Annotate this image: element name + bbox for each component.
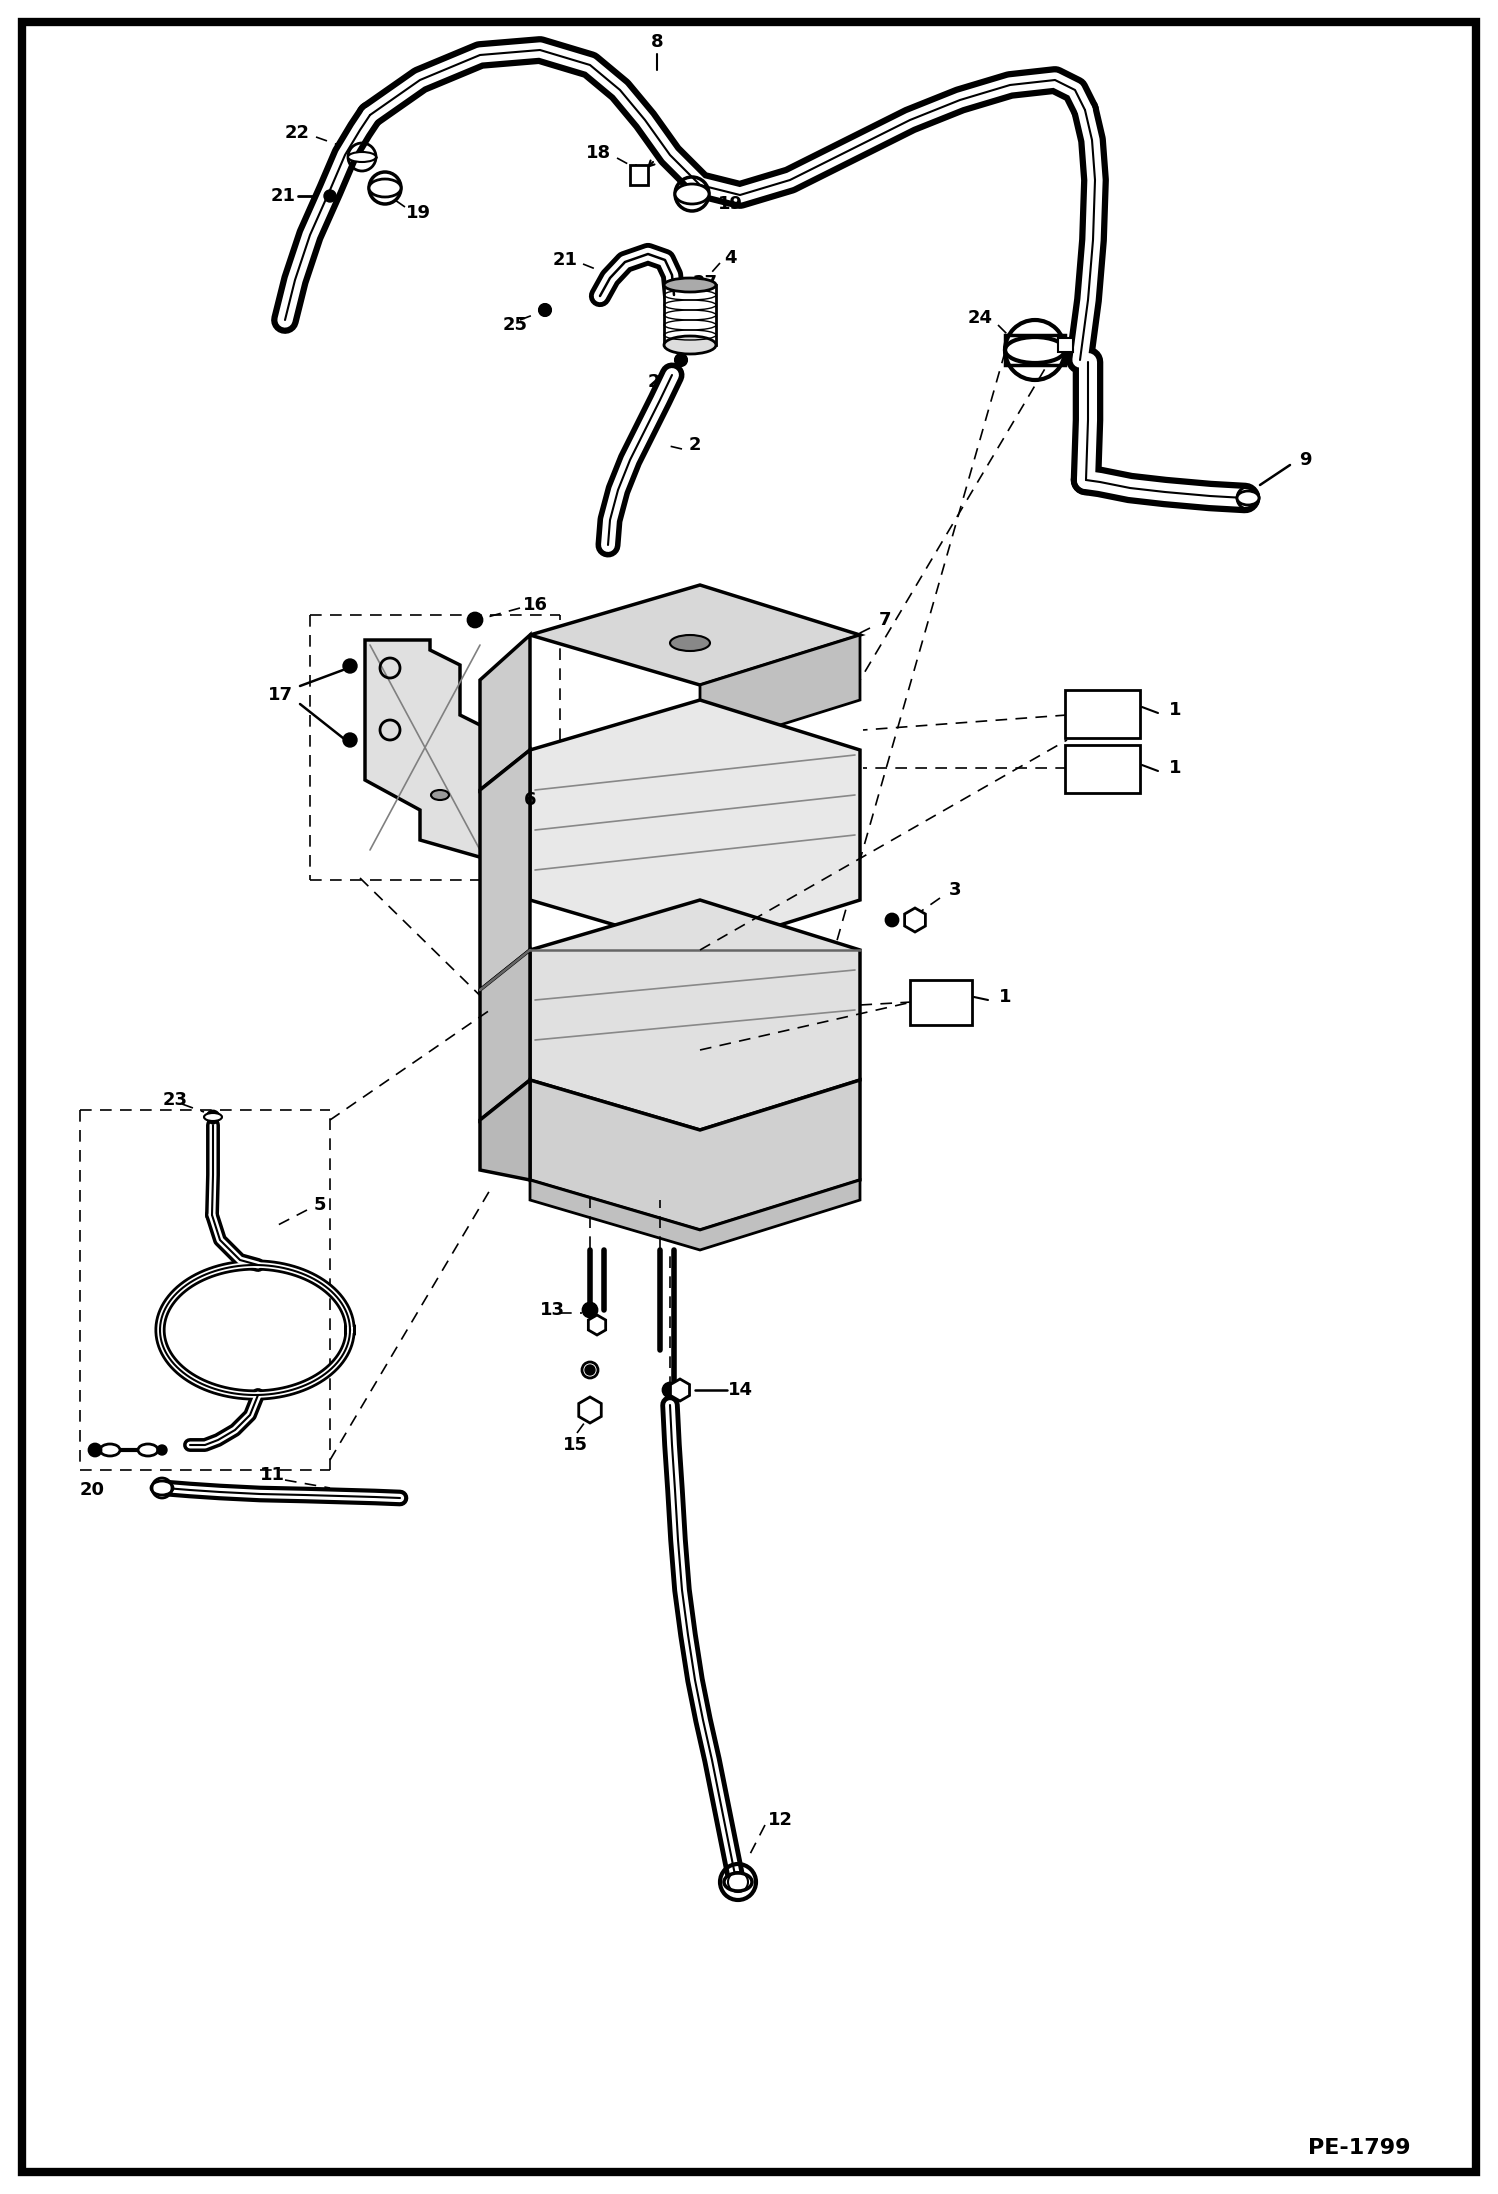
Text: 19: 19 xyxy=(406,204,430,222)
Ellipse shape xyxy=(369,180,401,197)
Polygon shape xyxy=(700,634,860,750)
Polygon shape xyxy=(479,950,530,1119)
Polygon shape xyxy=(530,586,860,685)
Text: 10: 10 xyxy=(157,1481,183,1499)
Text: 16: 16 xyxy=(523,597,547,614)
Circle shape xyxy=(539,305,551,316)
Ellipse shape xyxy=(676,184,709,204)
Ellipse shape xyxy=(670,634,710,652)
Circle shape xyxy=(885,915,897,926)
Ellipse shape xyxy=(151,1481,172,1494)
Polygon shape xyxy=(530,700,860,950)
Ellipse shape xyxy=(664,279,716,292)
Text: 12: 12 xyxy=(767,1810,792,1830)
Text: 22: 22 xyxy=(285,125,310,143)
Text: 1: 1 xyxy=(1168,759,1182,777)
Ellipse shape xyxy=(100,1444,120,1457)
Circle shape xyxy=(586,1365,595,1376)
Bar xyxy=(1065,746,1140,792)
Bar xyxy=(631,165,649,184)
Ellipse shape xyxy=(204,1112,222,1121)
Text: 21: 21 xyxy=(271,186,295,204)
Ellipse shape xyxy=(1005,338,1065,362)
Text: PE-1799: PE-1799 xyxy=(1308,2137,1410,2159)
Text: 23: 23 xyxy=(162,1090,187,1108)
Ellipse shape xyxy=(724,1874,752,1891)
Text: 25: 25 xyxy=(502,316,527,333)
Ellipse shape xyxy=(431,790,449,801)
Circle shape xyxy=(88,1444,100,1457)
Circle shape xyxy=(467,612,482,627)
Text: 4: 4 xyxy=(724,248,736,268)
Polygon shape xyxy=(479,634,530,790)
Polygon shape xyxy=(366,641,490,860)
Text: 9: 9 xyxy=(1299,452,1311,470)
Text: 24: 24 xyxy=(968,309,993,327)
Text: 3: 3 xyxy=(948,882,962,900)
Text: 13: 13 xyxy=(539,1301,565,1319)
Bar xyxy=(1065,689,1140,737)
Circle shape xyxy=(157,1446,166,1455)
Ellipse shape xyxy=(664,336,716,353)
Text: 7: 7 xyxy=(879,610,891,630)
Circle shape xyxy=(583,1303,598,1316)
Circle shape xyxy=(343,658,357,674)
Ellipse shape xyxy=(1237,491,1258,505)
Circle shape xyxy=(324,191,336,202)
Text: 27: 27 xyxy=(692,274,718,292)
Ellipse shape xyxy=(348,151,376,162)
Ellipse shape xyxy=(138,1444,157,1457)
Text: 1: 1 xyxy=(999,987,1011,1007)
Text: 6: 6 xyxy=(524,792,536,810)
Circle shape xyxy=(664,1382,677,1398)
Text: 8: 8 xyxy=(650,33,664,50)
Circle shape xyxy=(207,1110,219,1123)
Text: 2: 2 xyxy=(689,437,701,454)
Polygon shape xyxy=(479,750,530,989)
Text: 18: 18 xyxy=(586,145,611,162)
Text: 14: 14 xyxy=(728,1380,752,1400)
Bar xyxy=(909,981,972,1025)
Text: 11: 11 xyxy=(259,1466,285,1483)
Text: 20: 20 xyxy=(79,1481,105,1499)
Text: 1: 1 xyxy=(1168,702,1182,720)
Text: 21: 21 xyxy=(553,250,578,270)
Text: 26: 26 xyxy=(647,373,673,391)
Bar xyxy=(664,285,716,344)
Text: 5: 5 xyxy=(313,1196,327,1213)
Circle shape xyxy=(676,353,688,366)
Polygon shape xyxy=(530,1079,860,1231)
Text: 17: 17 xyxy=(268,687,292,704)
Polygon shape xyxy=(479,1079,530,1180)
Bar xyxy=(1058,338,1073,351)
Polygon shape xyxy=(530,1180,860,1251)
Text: 15: 15 xyxy=(563,1437,587,1455)
Bar xyxy=(1005,336,1065,364)
Text: 19: 19 xyxy=(718,195,743,213)
Circle shape xyxy=(343,733,357,746)
Polygon shape xyxy=(530,900,860,1130)
